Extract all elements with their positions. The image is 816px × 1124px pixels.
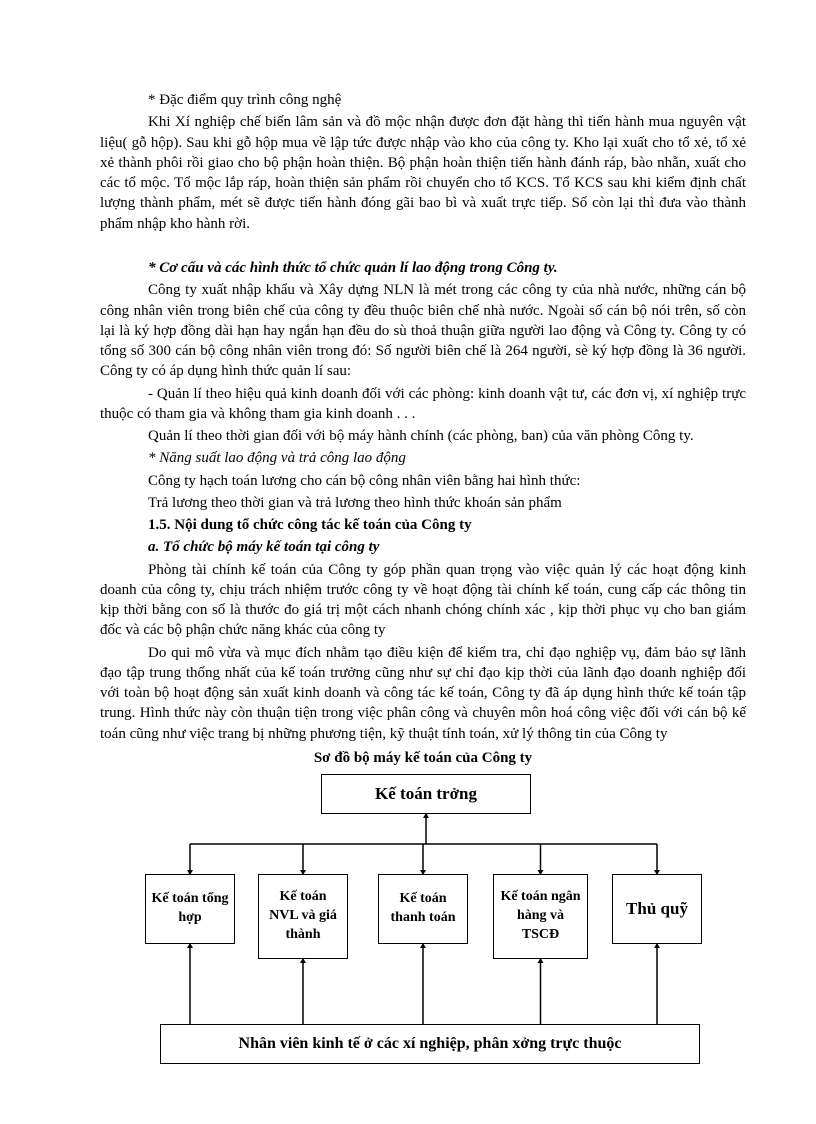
paragraph: Do qui mô vừa và mục đích nhằm tạo điều … xyxy=(100,643,746,744)
org-chart: Kế toán trởng Kế toán tổng hợp Kế toán NVL… xyxy=(100,774,746,1104)
section-heading-2: * Cơ cấu và các hình thức tổ chức quản l… xyxy=(100,258,746,278)
section-heading-4: 1.5. Nội dung tổ chức công tác kế toán c… xyxy=(100,515,746,535)
section-heading-5: a. Tổ chức bộ máy kế toán tại công ty xyxy=(100,537,746,557)
paragraph: Phòng tài chính kế toán của Công ty góp … xyxy=(100,560,746,641)
diagram-title: Sơ đồ bộ máy kế toán của Công ty xyxy=(100,748,746,768)
paragraph: Công ty xuất nhập khẩu và Xây dựng NLN l… xyxy=(100,280,746,381)
diagram-node-bottom: Nhân viên kinh tế ở các xí nghiệp, phân … xyxy=(160,1024,700,1064)
diagram-node-m5: Thủ quỹ xyxy=(612,874,702,944)
paragraph: Trả lương theo thời gian và trả lương th… xyxy=(100,493,746,513)
diagram-node-m2: Kế toán NVL và giá thành xyxy=(258,874,348,959)
diagram-node-m3: Kế toán thanh toán xyxy=(378,874,468,944)
paragraph: Quản lí theo thời gian đối với bộ máy hà… xyxy=(100,426,746,446)
diagram-node-m4: Kế toán ngân hàng và TSCĐ xyxy=(493,874,588,959)
paragraph: - Quản lí theo hiệu quả kinh doanh đối v… xyxy=(100,384,746,425)
paragraph: Công ty hạch toán lương cho cán bộ công … xyxy=(100,471,746,491)
diagram-node-m1: Kế toán tổng hợp xyxy=(145,874,235,944)
section-heading-1: * Đặc điểm quy trình công nghệ xyxy=(100,90,746,110)
paragraph: Khi Xí nghiệp chế biến lâm sản và đồ mộc… xyxy=(100,112,746,234)
section-heading-3: * Năng suất lao động và trả công lao độn… xyxy=(100,448,746,468)
diagram-node-top: Kế toán trởng xyxy=(321,774,531,814)
